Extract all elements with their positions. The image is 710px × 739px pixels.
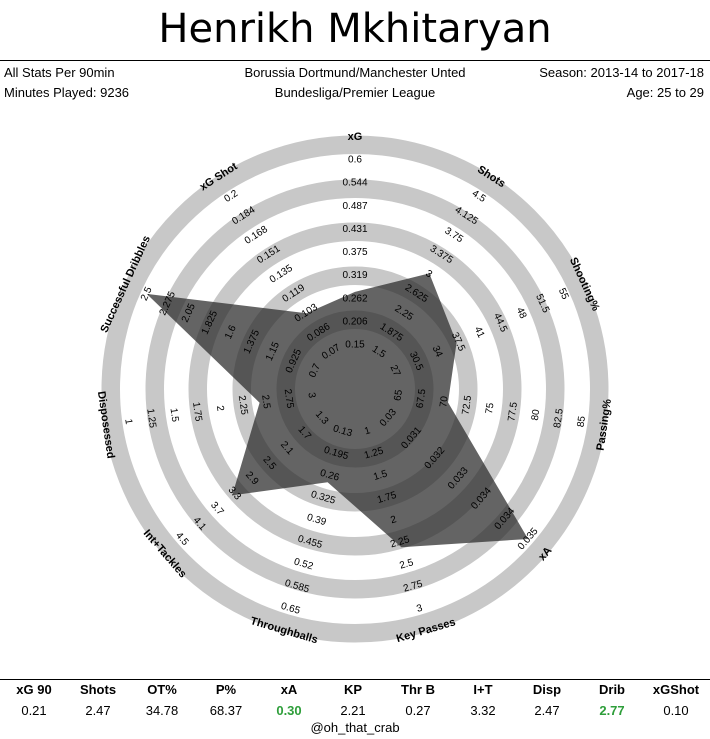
per90-note: All Stats Per 90min: [4, 65, 115, 80]
stat-header: I+T: [473, 682, 493, 697]
stat-value: 2.21: [340, 703, 366, 718]
tick-label: 0.7: [307, 362, 323, 380]
stat-value: 2.47: [85, 703, 111, 718]
tick-label: 2.5: [398, 557, 415, 572]
stat-header: Thr B: [401, 682, 435, 697]
clubs: Borussia Dortmund/Manchester Unted: [244, 65, 466, 80]
tick-label: 2.25: [236, 395, 250, 416]
tick-label: 0.206: [342, 317, 367, 328]
tick-label: 75: [484, 402, 497, 415]
tick-label: 2: [389, 514, 398, 526]
tick-label: 27: [388, 363, 403, 378]
player-data-polygon: [146, 273, 529, 548]
tick-label: 1.25: [144, 408, 158, 429]
credit-handle: @oh_that_crab: [310, 720, 400, 735]
stat-header: OT%: [147, 682, 177, 697]
tick-label: 0.13: [332, 423, 354, 439]
tick-label: 1: [363, 425, 372, 437]
stat-header: Drib: [599, 682, 625, 697]
tick-label: 1.75: [190, 401, 204, 422]
tick-label: 85: [576, 415, 589, 428]
tick-label: 0.544: [342, 178, 367, 189]
axis-label: xG: [348, 131, 363, 143]
tick-label: 0.52: [293, 556, 315, 572]
stat-value: 2.47: [534, 703, 560, 718]
stat-value: 0.10: [663, 703, 689, 718]
stat-header: Disp: [532, 682, 562, 697]
tick-label: 0.65: [280, 601, 302, 617]
stat-value: 34.78: [145, 703, 179, 718]
stat-header: KP: [343, 682, 363, 697]
stat-header: Shots: [79, 682, 117, 697]
tick-label: 0.26: [319, 468, 341, 484]
tick-label: 1.5: [372, 468, 389, 483]
tick-label: 0.319: [342, 270, 367, 281]
stat-value: 0.27: [405, 703, 431, 718]
header-top-rule: [0, 60, 710, 61]
tick-label: 48: [514, 306, 529, 321]
stat-value: 0.21: [21, 703, 47, 718]
tick-label: 1.25: [363, 445, 385, 461]
tick-label: 41: [472, 325, 487, 340]
season-range: Season: 2013-14 to 2017-18: [539, 65, 704, 80]
radar-chart: 0.150.2060.2620.3190.3750.4310.4870.5440…: [95, 131, 614, 646]
age-range: Age: 25 to 29: [626, 85, 704, 100]
tick-label: 3: [423, 268, 434, 280]
tick-label: 2: [214, 405, 226, 413]
tick-label: 55: [556, 287, 571, 302]
tick-label: 0.6: [348, 155, 362, 166]
tick-label: 0.39: [306, 512, 328, 528]
radar-ring-4: [145, 179, 565, 599]
tick-label: 0.262: [342, 293, 367, 304]
tick-label: 80: [530, 408, 543, 421]
tick-label: 3: [415, 603, 424, 615]
tick-label: 0.375: [342, 247, 367, 258]
tick-label: 77.5: [506, 401, 520, 422]
tick-label: 72.5: [461, 394, 475, 415]
stat-value: 0.30: [276, 703, 302, 718]
stat-header: xA: [280, 682, 298, 697]
stat-header: P%: [215, 682, 237, 697]
tick-label: 67.5: [415, 388, 429, 409]
stat-value: 2.77: [599, 703, 625, 718]
stat-value: 68.37: [209, 703, 243, 718]
leagues: Bundesliga/Premier League: [274, 85, 436, 100]
tick-label: 0.487: [342, 201, 367, 212]
tick-label: 65: [393, 389, 406, 402]
tick-label: 3: [305, 392, 317, 400]
tick-label: 1.5: [168, 407, 181, 423]
tick-label: 2.5: [139, 285, 155, 303]
radar-ring-5: [101, 135, 609, 643]
tick-label: 70: [438, 395, 451, 408]
table-top-rule: [0, 679, 710, 680]
tick-label: 0.15: [345, 340, 365, 351]
tick-label: 1.6: [223, 323, 239, 341]
radar-ring-3: [188, 222, 522, 556]
tick-label: 34: [430, 344, 445, 359]
tick-label: 82.5: [552, 407, 566, 428]
minutes-played: Minutes Played: 9236: [4, 85, 130, 100]
tick-label: 1.75: [376, 490, 398, 506]
stat-value: 3.32: [470, 703, 496, 718]
player-name: Henrikh Mkhitaryan: [158, 6, 552, 52]
tick-label: 2.25: [389, 534, 411, 550]
tick-label: 2.75: [282, 388, 296, 409]
tick-label: 1: [122, 418, 134, 426]
tick-label: 2.75: [402, 578, 424, 594]
tick-label: 0.431: [342, 224, 367, 235]
stat-header: xGShot: [652, 682, 700, 697]
stat-header: xG 90: [16, 682, 52, 697]
tick-label: 2.5: [259, 394, 272, 410]
